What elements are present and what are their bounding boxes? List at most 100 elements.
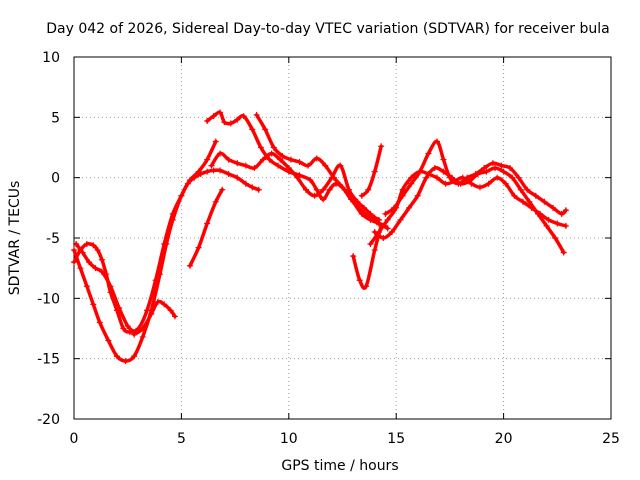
data-point-marker <box>350 253 357 260</box>
data-point-marker <box>90 242 97 249</box>
data-point-marker <box>356 277 363 284</box>
data-point-marker <box>217 150 224 157</box>
data-point-marker <box>277 156 284 163</box>
data-point-marker <box>98 268 105 275</box>
data-point-marker <box>348 196 355 203</box>
data-point-marker <box>221 119 228 126</box>
data-point-marker <box>371 228 378 235</box>
data-point-marker <box>90 301 97 308</box>
data-point-marker <box>266 156 273 163</box>
data-point-marker <box>476 184 483 191</box>
data-point-marker <box>472 171 479 178</box>
data-point-marker <box>161 301 168 308</box>
y-tick-label: -20 <box>37 412 60 428</box>
x-tick-label: 5 <box>177 431 186 447</box>
data-point-marker <box>227 120 234 127</box>
data-point-marker <box>186 262 193 269</box>
data-point-marker <box>240 113 247 120</box>
data-point-marker <box>365 186 372 193</box>
data-point-marker <box>560 249 567 256</box>
data-point-marker <box>558 210 565 217</box>
data-point-marker <box>434 138 441 145</box>
data-point-marker <box>483 168 490 175</box>
data-point-marker <box>365 213 372 220</box>
data-point-marker <box>425 150 432 157</box>
data-point-marker <box>94 247 101 254</box>
data-point-marker <box>71 247 77 254</box>
data-point-marker <box>388 228 395 235</box>
data-point-marker <box>296 158 303 165</box>
data-point-marker <box>219 186 226 193</box>
data-point-marker <box>204 220 211 227</box>
data-point-marker <box>270 144 277 151</box>
data-point-marker <box>532 192 539 199</box>
data-point-marker <box>320 186 327 193</box>
data-point-marker <box>358 192 365 199</box>
data-point-marker <box>178 192 185 199</box>
data-point-marker <box>208 162 215 169</box>
data-point-marker <box>171 313 178 320</box>
data-point-marker <box>167 307 174 314</box>
x-tick-label: 20 <box>495 431 513 447</box>
data-point-marker <box>363 283 370 290</box>
y-tick-label: -5 <box>46 231 60 247</box>
data-point-marker <box>562 207 569 214</box>
series-line <box>188 187 224 268</box>
data-point-marker <box>507 165 514 172</box>
data-point-marker <box>234 116 241 123</box>
series-sat-a <box>71 167 262 336</box>
data-point-marker <box>356 206 363 213</box>
data-point-marker <box>195 244 202 251</box>
data-point-marker <box>440 156 447 163</box>
data-point-marker <box>139 325 146 332</box>
data-point-marker <box>367 241 374 248</box>
data-point-marker <box>234 174 241 181</box>
data-point-marker <box>131 331 138 338</box>
data-point-marker <box>541 198 548 205</box>
data-point-marker <box>330 174 337 181</box>
data-point-marker <box>217 167 224 174</box>
data-point-marker <box>204 168 211 175</box>
data-point-marker <box>511 192 518 199</box>
data-point-marker <box>285 165 292 172</box>
y-tick-label: -15 <box>37 352 60 368</box>
data-point-marker <box>257 144 264 151</box>
data-point-marker <box>485 180 492 187</box>
y-tick-label: 0 <box>51 171 60 187</box>
data-point-marker <box>431 165 438 172</box>
y-tick-label: 5 <box>51 110 60 126</box>
data-point-marker <box>360 204 367 211</box>
data-point-marker <box>124 323 131 330</box>
data-point-marker <box>498 162 505 169</box>
data-series <box>71 109 569 365</box>
series-line <box>72 168 261 334</box>
data-point-marker <box>260 156 267 163</box>
data-point-marker <box>154 298 161 305</box>
data-point-marker <box>545 216 552 223</box>
data-point-marker <box>337 162 344 169</box>
data-point-marker <box>378 143 385 150</box>
data-point-marker <box>139 333 146 340</box>
data-point-marker <box>399 186 406 193</box>
data-point-marker <box>71 259 77 266</box>
x-tick-label: 25 <box>602 431 620 447</box>
data-point-marker <box>509 174 516 181</box>
data-point-marker <box>380 235 387 241</box>
data-point-marker <box>79 249 86 256</box>
data-point-marker <box>466 178 473 185</box>
data-point-marker <box>517 186 524 193</box>
data-point-marker <box>408 174 415 181</box>
data-point-marker <box>279 152 286 159</box>
data-point-marker <box>320 196 327 203</box>
data-point-marker <box>492 165 499 172</box>
data-point-marker <box>416 168 423 175</box>
series-sat-h <box>253 111 389 229</box>
data-point-marker <box>408 180 415 187</box>
data-point-marker <box>268 150 275 157</box>
series-sat-m <box>382 138 569 217</box>
data-point-marker <box>249 184 256 191</box>
data-point-marker <box>526 198 533 205</box>
series-line <box>254 113 388 228</box>
data-point-marker <box>500 168 507 175</box>
